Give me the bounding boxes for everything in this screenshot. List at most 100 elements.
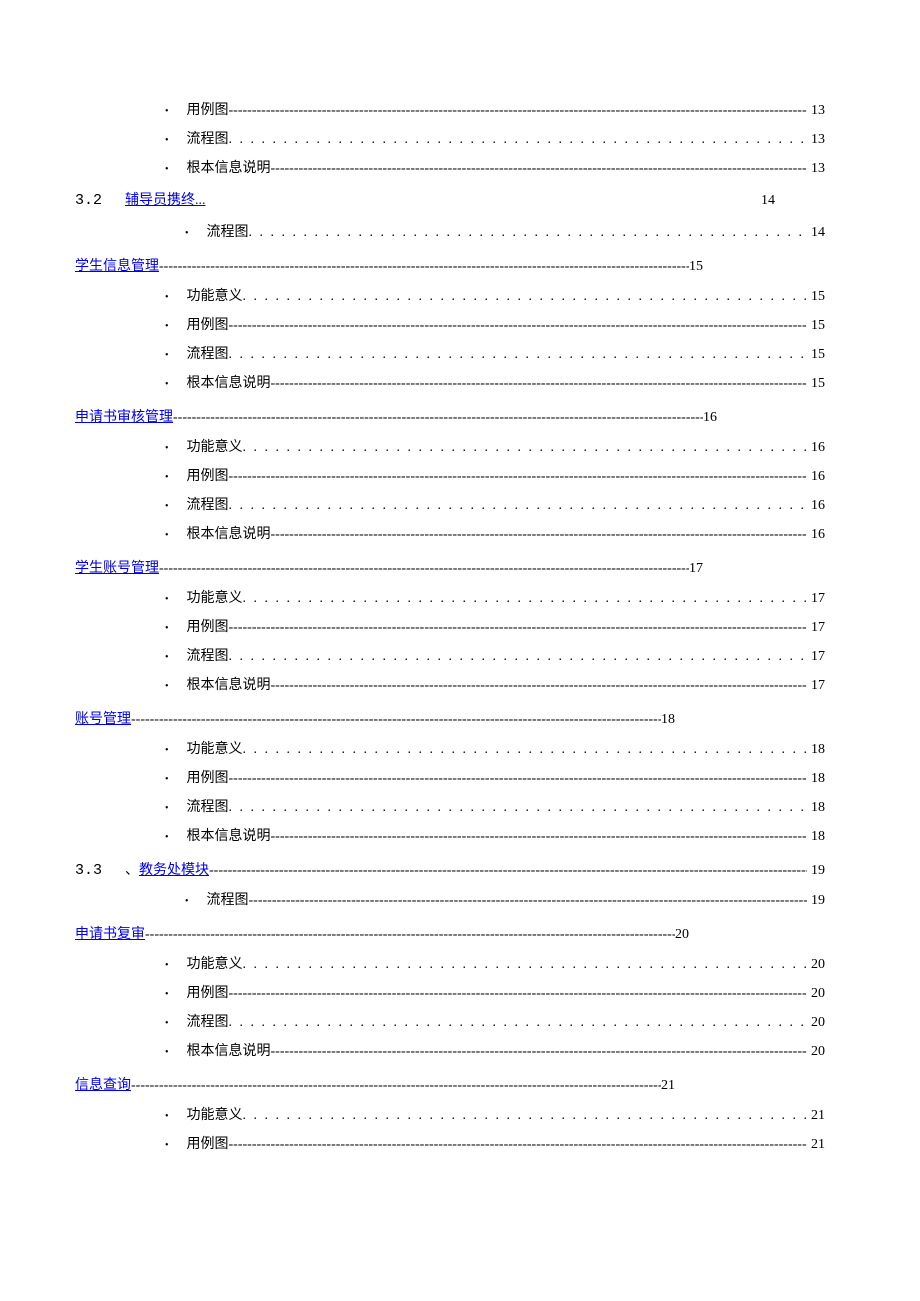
toc-entry[interactable]: •功能意义 20 bbox=[75, 953, 825, 973]
toc-entry[interactable]: •流程图 17 bbox=[75, 645, 825, 665]
toc-entry-page: 14 bbox=[811, 225, 825, 241]
leader-line bbox=[131, 1078, 661, 1094]
toc-entry[interactable]: • 根本信息说明 15 bbox=[75, 372, 825, 392]
toc-entry[interactable]: •根本信息说明 16 bbox=[75, 523, 825, 543]
toc-entry-label: 根本信息说明 bbox=[187, 674, 271, 694]
leader-line bbox=[145, 927, 675, 943]
bullet-icon: • bbox=[165, 321, 169, 332]
leader-line bbox=[229, 318, 807, 334]
toc-entry-page: 17 bbox=[811, 649, 825, 665]
toc-entry[interactable]: •用例图 15 bbox=[75, 314, 825, 334]
leader-line bbox=[271, 678, 807, 694]
section-page: 19 bbox=[811, 863, 825, 879]
toc-entry[interactable]: •用例图 21 bbox=[75, 1133, 825, 1153]
bullet-icon: • bbox=[165, 594, 169, 605]
bullet-icon: • bbox=[165, 960, 169, 971]
leader-line bbox=[271, 376, 807, 392]
section-number: 3.3 bbox=[75, 862, 125, 879]
toc-entry-page: 16 bbox=[811, 527, 825, 543]
leader-line bbox=[271, 161, 807, 177]
toc-entry-label: 用例图 bbox=[187, 99, 229, 119]
toc-entry-page: 20 bbox=[811, 1015, 825, 1031]
bullet-icon: • bbox=[165, 443, 169, 454]
toc-entry[interactable]: •流程图 13 bbox=[75, 128, 825, 148]
toc-entry-page: 15 bbox=[811, 318, 825, 334]
leader-line bbox=[209, 863, 807, 879]
heading-title: 账号管理 bbox=[75, 708, 131, 728]
toc-entry[interactable]: •用例图 17 bbox=[75, 616, 825, 636]
toc-entry-label: 功能意义 bbox=[187, 285, 243, 305]
toc-entry[interactable]: •流程图 18 bbox=[75, 796, 825, 816]
toc-section-3-2[interactable]: 3.2 辅导员携终... 14 bbox=[75, 189, 825, 209]
toc-entry-label: 用例图 bbox=[187, 465, 229, 485]
toc-entry-page: 17 bbox=[811, 678, 825, 694]
toc-entry[interactable]: • 用例图 13 bbox=[75, 99, 825, 119]
toc-entry-page: 15 bbox=[811, 376, 825, 392]
toc-entry[interactable]: •功能意义 18 bbox=[75, 738, 825, 758]
toc-entry[interactable]: •根本信息说明 13 bbox=[75, 157, 825, 177]
toc-section-3-3[interactable]: 3.3 、 教务处模块 19 bbox=[75, 859, 825, 879]
toc-entry[interactable]: •流程图 19 bbox=[75, 889, 825, 909]
toc-heading-application-recheck[interactable]: 申请书复审 20 bbox=[75, 923, 825, 943]
toc-entry-label: 流程图 bbox=[187, 1011, 229, 1031]
toc-entry-label: 功能意义 bbox=[187, 1104, 243, 1124]
toc-entry-label: 功能意义 bbox=[187, 738, 243, 758]
leader-line bbox=[249, 225, 807, 241]
toc-entry[interactable]: •功能意义 15 bbox=[75, 285, 825, 305]
bullet-icon: • bbox=[165, 106, 169, 117]
heading-page: 21 bbox=[661, 1078, 675, 1094]
bullet-icon: • bbox=[165, 530, 169, 541]
bullet-icon: • bbox=[165, 379, 169, 390]
toc-entry[interactable]: •用例图 18 bbox=[75, 767, 825, 787]
bullet-icon: • bbox=[165, 774, 169, 785]
toc-entry[interactable]: •流程图 15 bbox=[75, 343, 825, 363]
toc-entry[interactable]: •流程图 16 bbox=[75, 494, 825, 514]
toc-heading-student-info[interactable]: 学生信息管理 15 bbox=[75, 255, 825, 275]
leader-line bbox=[229, 986, 807, 1002]
toc-entry-page: 13 bbox=[811, 161, 825, 177]
heading-title: 申请书审核管理 bbox=[75, 406, 173, 426]
heading-page: 20 bbox=[675, 927, 689, 943]
toc-heading-student-account[interactable]: 学生账号管理 17 bbox=[75, 557, 825, 577]
toc-entry[interactable]: •功能意义 17 bbox=[75, 587, 825, 607]
toc-entry[interactable]: •根本信息说明 20 bbox=[75, 1040, 825, 1060]
toc-entry[interactable]: •用例图 20 bbox=[75, 982, 825, 1002]
toc-entry[interactable]: • 流程图 14 bbox=[75, 221, 825, 241]
heading-page: 15 bbox=[689, 259, 703, 275]
heading-page: 16 bbox=[703, 410, 717, 426]
toc-heading-application-review[interactable]: 申请书审核管理 16 bbox=[75, 406, 825, 426]
leader-line bbox=[249, 893, 807, 909]
toc-entry[interactable]: •根本信息说明 18 bbox=[75, 825, 825, 845]
toc-heading-info-query[interactable]: 信息查询 21 bbox=[75, 1074, 825, 1094]
leader-line bbox=[243, 591, 807, 607]
toc-entry[interactable]: •功能意义 21 bbox=[75, 1104, 825, 1124]
toc-entry-page: 16 bbox=[811, 469, 825, 485]
bullet-icon: • bbox=[165, 623, 169, 634]
leader-line bbox=[243, 742, 807, 758]
toc-entry[interactable]: •流程图 20 bbox=[75, 1011, 825, 1031]
leader-line bbox=[229, 498, 807, 514]
leader-line bbox=[229, 649, 807, 665]
heading-title: 学生信息管理 bbox=[75, 255, 159, 275]
leader-line bbox=[229, 800, 807, 816]
bullet-icon: • bbox=[165, 292, 169, 303]
toc-heading-account[interactable]: 账号管理 18 bbox=[75, 708, 825, 728]
toc-entry-page: 21 bbox=[811, 1137, 825, 1153]
leader-line bbox=[159, 259, 689, 275]
toc-entry-label: 功能意义 bbox=[187, 436, 243, 456]
toc-entry-page: 15 bbox=[811, 347, 825, 363]
leader-line bbox=[271, 527, 807, 543]
toc-entry-label: 根本信息说明 bbox=[187, 372, 271, 392]
bullet-icon: • bbox=[165, 652, 169, 663]
toc-entry[interactable]: •功能意义 16 bbox=[75, 436, 825, 456]
toc-entry-label: 流程图 bbox=[207, 221, 249, 241]
section-title: 教务处模块 bbox=[139, 859, 209, 879]
toc-entry-page: 13 bbox=[811, 103, 825, 119]
heading-title: 申请书复审 bbox=[75, 923, 145, 943]
leader-line bbox=[229, 132, 807, 148]
toc-entry[interactable]: •根本信息说明 17 bbox=[75, 674, 825, 694]
toc-entry-label: 功能意义 bbox=[187, 587, 243, 607]
bullet-icon: • bbox=[185, 228, 189, 239]
toc-entry[interactable]: •用例图 16 bbox=[75, 465, 825, 485]
leader-line bbox=[159, 561, 689, 577]
